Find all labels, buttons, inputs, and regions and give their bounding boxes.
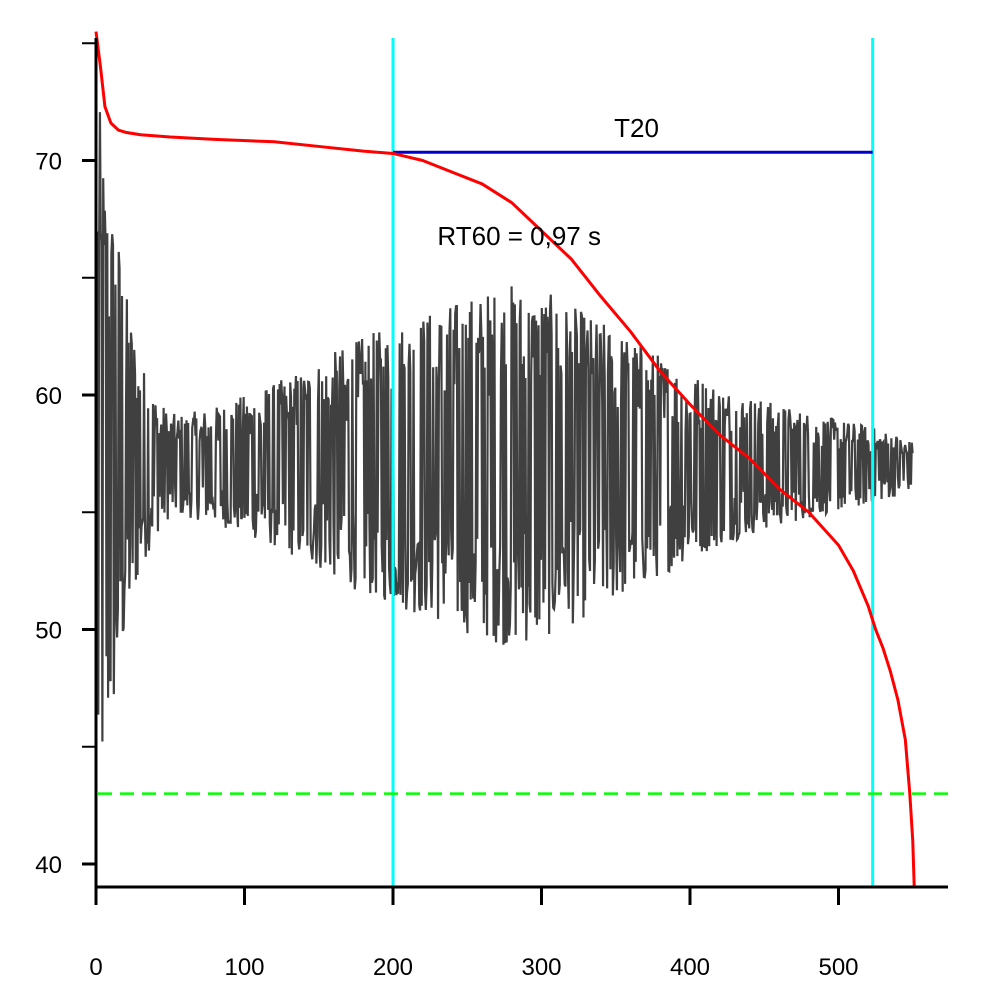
decay-curves (94, 31, 916, 888)
x-tick-label: 0 (89, 954, 102, 981)
y-tick-label: 70 (35, 149, 62, 176)
y-ticks: 40 50 60 70 (35, 42, 96, 879)
y-tick-label: 40 (35, 852, 62, 879)
annotations: T20 RT60 = 0,97 s (437, 113, 659, 251)
x-tick-label: 200 (373, 954, 413, 981)
x-tick-label: 300 (521, 954, 561, 981)
x-tick-label: 500 (818, 954, 858, 981)
x-ticks: 0 100 200 300 400 500 (89, 887, 859, 981)
signal-waveform (96, 112, 914, 742)
axes (94, 38, 948, 889)
cursor-lines (391, 38, 875, 887)
decay-curve (94, 31, 916, 888)
y-tick-label: 50 (35, 618, 62, 645)
t20-label: T20 (614, 113, 659, 143)
y-tick-label: 60 (35, 383, 62, 410)
signal-trace (96, 112, 914, 742)
x-tick-label: 100 (224, 954, 264, 981)
rt60-label: RT60 = 0,97 s (437, 221, 601, 251)
x-tick-label: 400 (670, 954, 710, 981)
